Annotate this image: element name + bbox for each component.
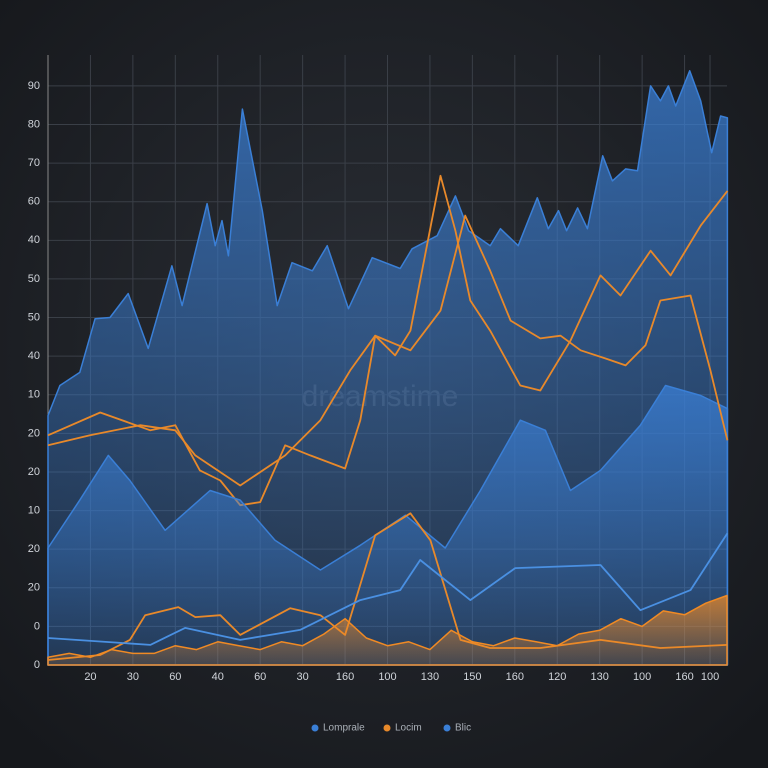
y-tick-label: 40 (28, 350, 40, 362)
x-tick-label: 120 (548, 671, 566, 683)
area (47, 384, 729, 666)
y-tick-label: 10 (28, 389, 40, 401)
line (47, 214, 729, 487)
y-tick-label: 80 (28, 118, 40, 130)
x-tick-label: 100 (378, 671, 396, 683)
x-tick-label: 20 (84, 671, 96, 683)
y-tick-label: 70 (28, 157, 40, 169)
legend-swatch (383, 724, 391, 732)
y-tick-label: 20 (28, 466, 40, 478)
line (47, 174, 729, 507)
x-tick-label: 40 (212, 671, 224, 683)
y-tick-label: 20 (28, 427, 40, 439)
y-tick-label: 20 (28, 543, 40, 555)
legend-swatch (311, 724, 319, 732)
x-tick-label: 160 (675, 671, 693, 683)
x-tick-label: 150 (463, 671, 481, 683)
y-tick-label: 20 (28, 582, 40, 594)
x-tick-label: 130 (591, 671, 609, 683)
y-tick-label: 0 (34, 620, 40, 632)
y-tick-label: 50 (28, 311, 40, 323)
y-tick-label: 10 (28, 504, 40, 516)
y-tick-label: 90 (28, 80, 40, 92)
legend-label: Blic (455, 723, 471, 734)
y-tick-label: 60 (28, 196, 40, 208)
legend-label: Locim (395, 723, 422, 734)
x-tick-label: 60 (169, 671, 181, 683)
x-tick-label: 100 (701, 671, 719, 683)
legend-swatch (443, 724, 451, 732)
legend-label: Lomprale (323, 723, 365, 734)
y-tick-label: 40 (28, 234, 40, 246)
x-tick-label: 130 (421, 671, 439, 683)
x-tick-label: 30 (297, 671, 309, 683)
x-tick-label: 160 (506, 671, 524, 683)
y-tick-label: 50 (28, 273, 40, 285)
area (47, 594, 728, 666)
x-tick-label: 100 (633, 671, 651, 683)
y-tick-label: 0 (34, 659, 40, 671)
x-tick-label: 160 (336, 671, 354, 683)
line (47, 532, 729, 646)
x-tick-label: 60 (254, 671, 266, 683)
x-tick-label: 30 (127, 671, 139, 683)
